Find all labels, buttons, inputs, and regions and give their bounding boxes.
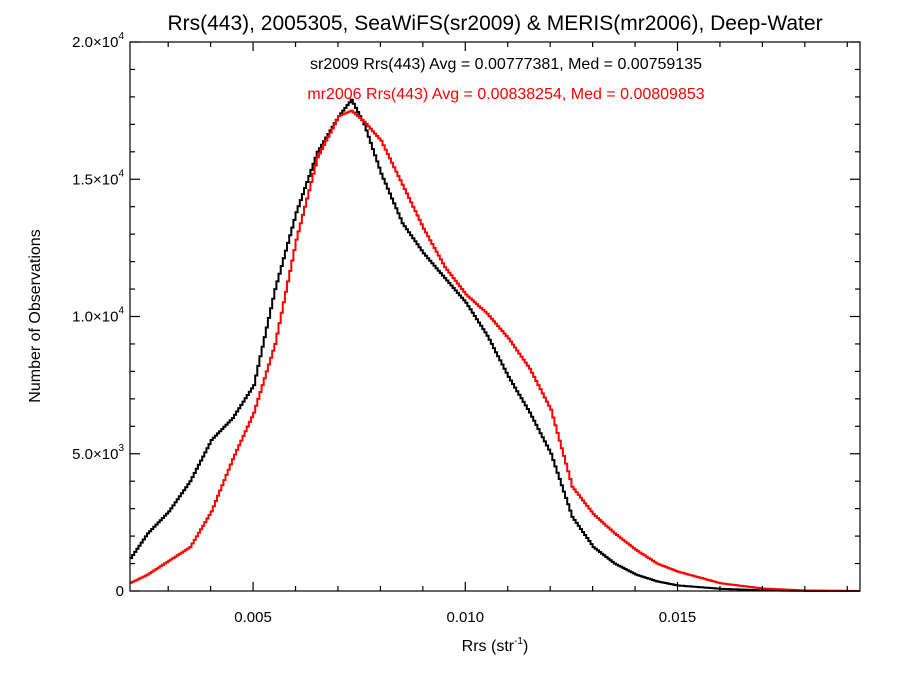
x-tick-label-1: 0.005 — [234, 609, 272, 626]
y-tick-label-5: 2.0×104 — [72, 31, 124, 51]
series-line-1 — [130, 98, 860, 592]
y-tick-label-1: 0 — [116, 583, 124, 600]
x-axis: 0.005 0.010 0.015 — [167, 42, 848, 626]
y-axis-label: Number of Observations — [27, 229, 44, 402]
series-layer — [130, 98, 860, 592]
chart-title: Rrs(443), 2005305, SeaWiFS(sr2009) & MER… — [167, 12, 822, 35]
annotation-2: mr2006 Rrs(443) Avg = 0.00838254, Med = … — [307, 86, 704, 103]
y-tick-label-4: 1.5×104 — [72, 168, 124, 188]
series-line-2 — [130, 109, 860, 592]
y-tick-label-2: 5.0×103 — [72, 443, 124, 463]
x-tick-label-3: 0.015 — [659, 609, 697, 626]
plot-frame — [129, 41, 861, 592]
y-axis: 0 5.0×103 1.0×104 1.5×104 2.0×104 — [72, 31, 860, 600]
x-axis-label: Rrs (str-1) — [462, 636, 529, 655]
annotation-1: sr2009 Rrs(443) Avg = 0.00777381, Med = … — [310, 56, 702, 73]
y-tick-label-3: 1.0×104 — [72, 306, 124, 326]
x-tick-label-2: 0.010 — [447, 609, 485, 626]
stats-annotations: sr2009 Rrs(443) Avg = 0.00777381, Med = … — [307, 56, 704, 103]
